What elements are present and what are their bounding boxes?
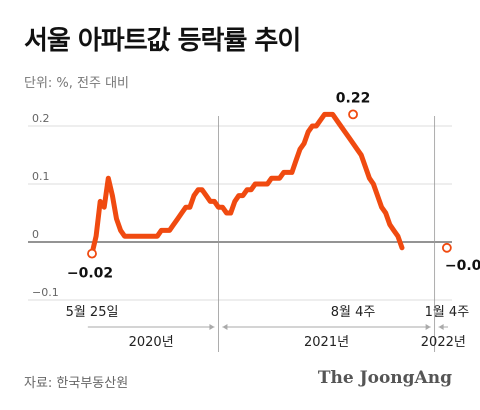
unit-label: 단위: %, 전주 대비 xyxy=(24,76,130,91)
annotation-marker xyxy=(441,242,452,253)
x-tick-label: 5월 25일 xyxy=(66,305,119,320)
brand-logo: The JoongAng xyxy=(317,368,452,388)
period-arrow xyxy=(222,324,228,330)
y-tick-label: 0.2 xyxy=(32,112,50,125)
period-label: 2022년 xyxy=(421,335,466,350)
source-label: 자료: 한국부동산원 xyxy=(24,376,129,391)
period-arrow xyxy=(438,324,444,330)
y-tick-label: 0.1 xyxy=(32,170,50,183)
series-line xyxy=(89,111,405,257)
data-label: −0.02 xyxy=(67,266,113,282)
annotation-marker xyxy=(348,109,358,120)
period-arrow xyxy=(425,324,431,330)
y-tick-label: −0.1 xyxy=(32,286,59,299)
period-label: 2020년 xyxy=(129,335,174,350)
data-label: 0.22 xyxy=(336,90,371,106)
y-tick-label: 0 xyxy=(32,228,39,241)
period-label: 2021년 xyxy=(304,335,349,350)
annotation-marker xyxy=(87,248,97,259)
period-arrow xyxy=(209,324,215,330)
chart-title: 서울 아파트값 등락률 추이 xyxy=(24,26,301,56)
x-tick-label: 8월 4주 xyxy=(331,305,376,320)
x-tick-label: 1월 4주 xyxy=(425,305,470,320)
data-label: −0.01 xyxy=(445,258,480,274)
